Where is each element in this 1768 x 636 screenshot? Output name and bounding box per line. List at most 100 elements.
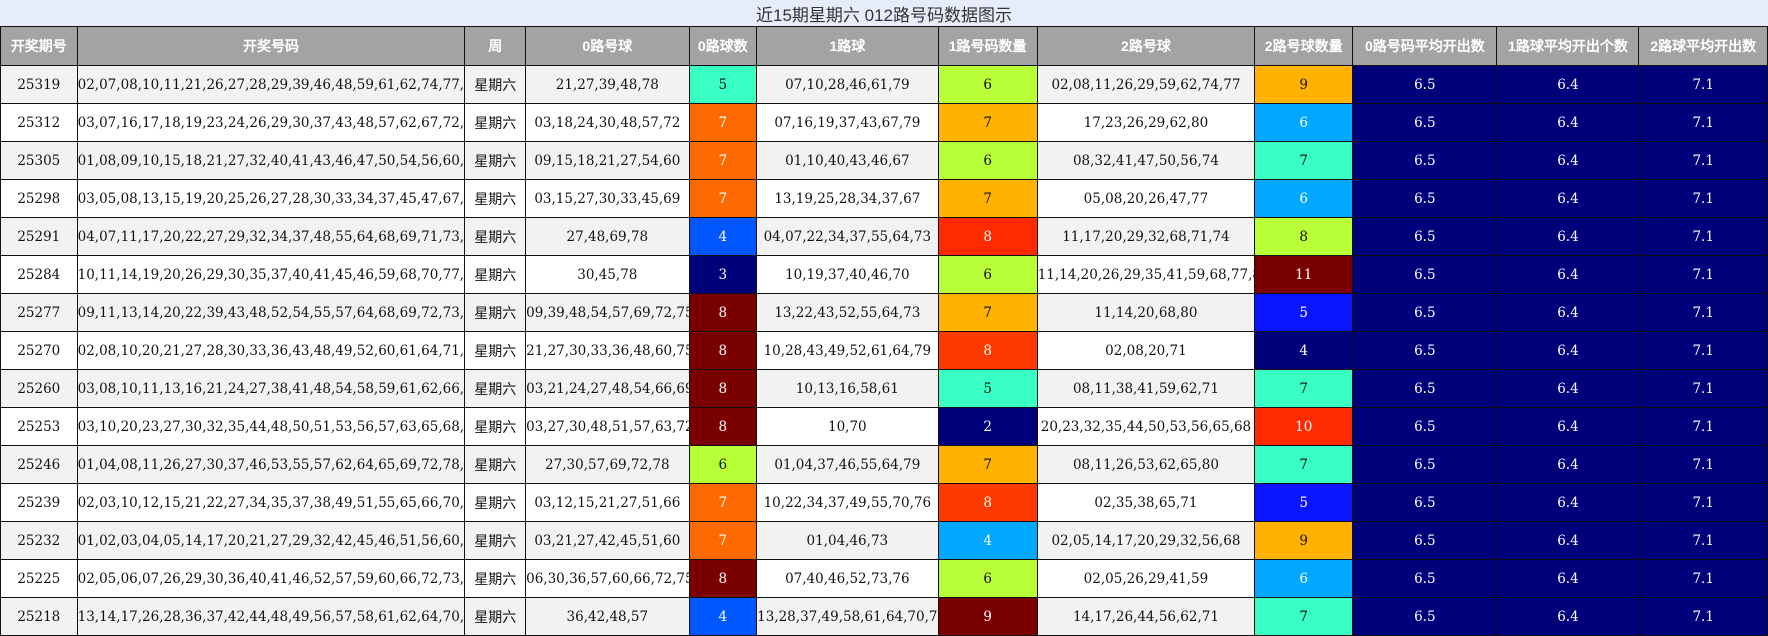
header-route2-balls[interactable]: 2路号球: [1036, 26, 1256, 66]
cell-week: 星期六: [464, 597, 527, 636]
cell-route2-count: 5: [1254, 293, 1354, 332]
cell-route0-balls: 03,18,24,30,48,57,72: [525, 103, 690, 142]
cell-route2-count: 7: [1254, 369, 1354, 408]
cell-route2-avg: 7.1: [1638, 141, 1768, 180]
cell-route1-avg: 6.4: [1496, 483, 1640, 522]
cell-route2-count: 11: [1254, 255, 1354, 294]
cell-numbers: 03,08,10,11,13,16,21,24,27,38,41,48,54,5…: [76, 369, 466, 408]
cell-issue: 25284: [0, 255, 78, 294]
cell-route0-avg: 6.5: [1352, 445, 1498, 484]
cell-route2-count: 8: [1254, 217, 1354, 256]
cell-route0-balls: 03,21,24,27,48,54,66,69: [525, 369, 690, 408]
table-row: 25291 04,07,11,17,20,22,27,29,32,34,37,48…: [0, 217, 1768, 256]
cell-route1-balls: 01,04,46,73: [756, 521, 939, 560]
cell-route1-avg: 6.4: [1496, 369, 1640, 408]
cell-route1-avg: 6.4: [1496, 179, 1640, 218]
header-route0-avg[interactable]: 0路号码平均开出数: [1352, 26, 1498, 66]
cell-numbers: 04,07,11,17,20,22,27,29,32,34,37,48,55,6…: [76, 217, 466, 256]
cell-route0-balls: 36,42,48,57: [525, 597, 690, 636]
table-row: 25232 01,02,03,04,05,14,17,20,21,27,29,32…: [0, 521, 1768, 560]
cell-week: 星期六: [464, 141, 527, 180]
cell-route2-count: 7: [1254, 141, 1354, 180]
cell-route1-balls: 04,07,22,34,37,55,64,73: [756, 217, 939, 256]
cell-route0-count: 4: [688, 597, 758, 636]
cell-week: 星期六: [464, 521, 527, 560]
table-row: 25225 02,05,06,07,26,29,30,36,40,41,46,52…: [0, 559, 1768, 598]
table-row: 25253 03,10,20,23,27,30,32,35,44,48,50,51…: [0, 407, 1768, 446]
cell-route0-avg: 6.5: [1352, 407, 1498, 446]
cell-issue: 25225: [0, 559, 78, 598]
cell-issue: 25239: [0, 483, 78, 522]
cell-route2-count: 9: [1254, 521, 1354, 560]
cell-route2-count: 6: [1254, 103, 1354, 142]
cell-issue: 25298: [0, 179, 78, 218]
header-week[interactable]: 周: [464, 26, 527, 66]
header-route2-count[interactable]: 2路号球数量: [1254, 26, 1354, 66]
cell-numbers: 01,02,03,04,05,14,17,20,21,27,29,32,42,4…: [76, 521, 466, 560]
cell-route0-balls: 30,45,78: [525, 255, 690, 294]
cell-route1-balls: 13,28,37,49,58,61,64,70,73: [756, 597, 939, 636]
header-route1-balls[interactable]: 1路球: [756, 26, 939, 66]
cell-numbers: 01,04,08,11,26,27,30,37,46,53,55,57,62,6…: [76, 445, 466, 484]
cell-route2-count: 5: [1254, 483, 1354, 522]
cell-issue: 25260: [0, 369, 78, 408]
cell-route0-avg: 6.5: [1352, 179, 1498, 218]
header-numbers[interactable]: 开奖号码: [76, 26, 466, 66]
cell-route1-count: 9: [937, 597, 1038, 636]
header-route1-count[interactable]: 1路号码数量: [937, 26, 1038, 66]
header-route2-avg[interactable]: 2路球平均开出数: [1638, 26, 1768, 66]
cell-route0-count: 6: [688, 445, 758, 484]
cell-route0-count: 3: [688, 255, 758, 294]
table-row: 25298 03,05,08,13,15,19,20,25,26,27,28,30…: [0, 179, 1768, 218]
cell-route1-balls: 10,22,34,37,49,55,70,76: [756, 483, 939, 522]
cell-route1-balls: 10,19,37,40,46,70: [756, 255, 939, 294]
table-row: 25319 02,07,08,10,11,21,26,27,28,29,39,46…: [0, 65, 1768, 104]
cell-route0-balls: 06,30,36,57,60,66,72,75: [525, 559, 690, 598]
cell-route2-avg: 7.1: [1638, 65, 1768, 104]
header-route0-count[interactable]: 0路球数: [688, 26, 758, 66]
cell-route2-balls: 08,32,41,47,50,56,74: [1036, 141, 1256, 180]
cell-route0-balls: 03,27,30,48,51,57,63,72: [525, 407, 690, 446]
cell-issue: 25218: [0, 597, 78, 636]
cell-week: 星期六: [464, 217, 527, 256]
cell-route1-avg: 6.4: [1496, 255, 1640, 294]
cell-route1-count: 2: [937, 407, 1038, 446]
cell-route2-avg: 7.1: [1638, 331, 1768, 370]
cell-issue: 25232: [0, 521, 78, 560]
cell-route0-count: 8: [688, 293, 758, 332]
cell-route1-count: 6: [937, 255, 1038, 294]
cell-route0-avg: 6.5: [1352, 521, 1498, 560]
cell-numbers: 02,03,10,12,15,21,22,27,34,35,37,38,49,5…: [76, 483, 466, 522]
cell-route1-count: 5: [937, 369, 1038, 408]
cell-route0-balls: 27,30,57,69,72,78: [525, 445, 690, 484]
cell-route1-avg: 6.4: [1496, 521, 1640, 560]
cell-route1-balls: 10,13,16,58,61: [756, 369, 939, 408]
cell-route1-balls: 10,70: [756, 407, 939, 446]
cell-route0-avg: 6.5: [1352, 255, 1498, 294]
cell-week: 星期六: [464, 369, 527, 408]
cell-route1-avg: 6.4: [1496, 331, 1640, 370]
cell-issue: 25312: [0, 103, 78, 142]
cell-route2-balls: 02,05,14,17,20,29,32,56,68: [1036, 521, 1256, 560]
data-table: 开奖期号 开奖号码 周 0路号球 0路球数 1路球 1路号码数量 2路号球 2路…: [0, 26, 1768, 636]
cell-route0-count: 8: [688, 369, 758, 408]
cell-week: 星期六: [464, 407, 527, 446]
cell-route0-avg: 6.5: [1352, 293, 1498, 332]
header-issue[interactable]: 开奖期号: [0, 26, 78, 66]
cell-issue: 25253: [0, 407, 78, 446]
table-row: 25305 01,08,09,10,15,18,21,27,32,40,41,43…: [0, 141, 1768, 180]
cell-route1-balls: 01,10,40,43,46,67: [756, 141, 939, 180]
cell-week: 星期六: [464, 179, 527, 218]
cell-route0-avg: 6.5: [1352, 597, 1498, 636]
cell-route0-avg: 6.5: [1352, 141, 1498, 180]
cell-route0-balls: 27,48,69,78: [525, 217, 690, 256]
cell-route0-count: 8: [688, 559, 758, 598]
header-route1-avg[interactable]: 1路球平均开出个数: [1496, 26, 1640, 66]
cell-route2-count: 7: [1254, 445, 1354, 484]
cell-numbers: 02,05,06,07,26,29,30,36,40,41,46,52,57,5…: [76, 559, 466, 598]
cell-numbers: 10,11,14,19,20,26,29,30,35,37,40,41,45,4…: [76, 255, 466, 294]
cell-week: 星期六: [464, 445, 527, 484]
cell-route1-balls: 07,10,28,46,61,79: [756, 65, 939, 104]
table-row: 25277 09,11,13,14,20,22,39,43,48,52,54,55…: [0, 293, 1768, 332]
header-route0-balls[interactable]: 0路号球: [525, 26, 690, 66]
